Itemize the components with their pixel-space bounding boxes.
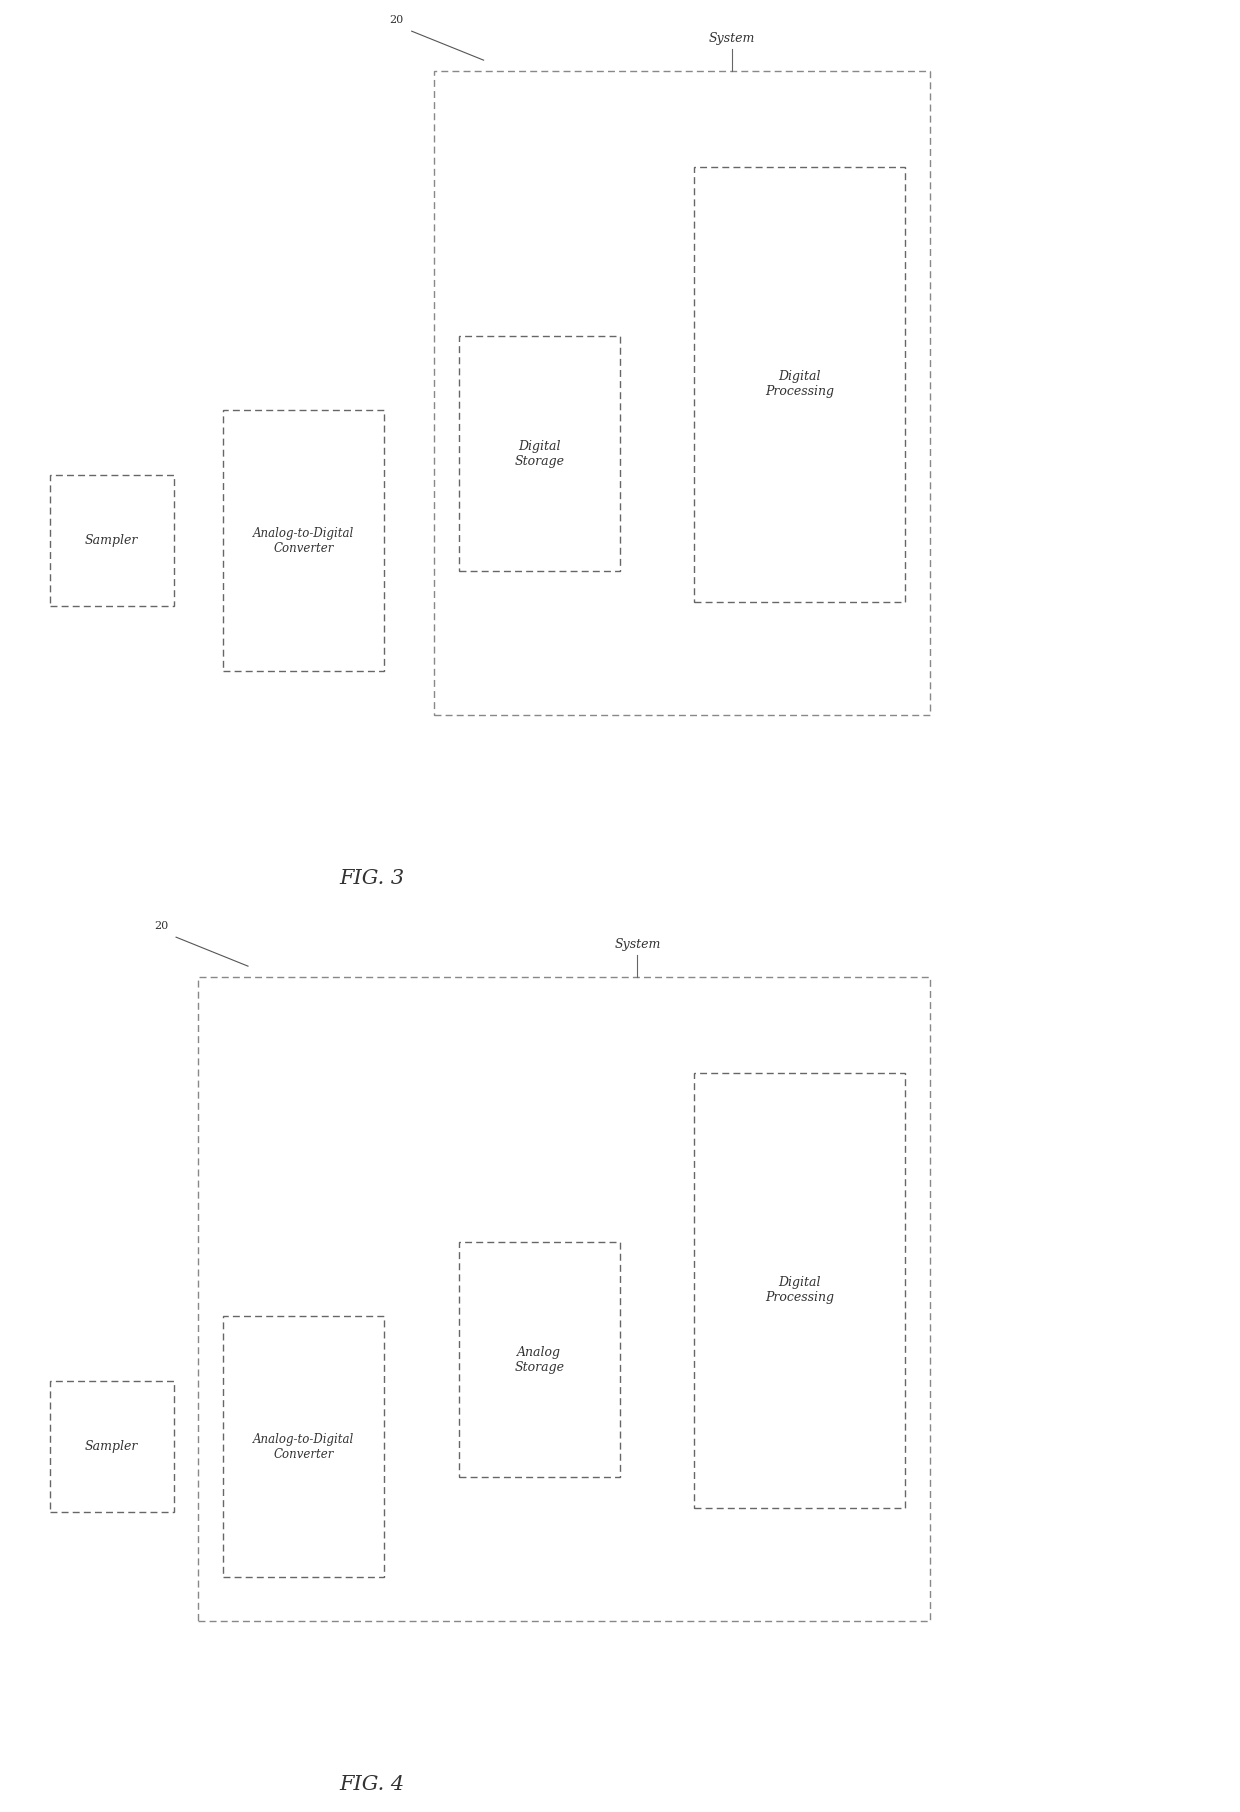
Text: FIG. 4: FIG. 4	[340, 1776, 404, 1794]
Text: 20: 20	[154, 920, 169, 931]
Text: Digital
Processing: Digital Processing	[765, 370, 835, 399]
Text: System: System	[708, 33, 755, 45]
Bar	[198, 977, 930, 1620]
Text: Digital
Processing: Digital Processing	[765, 1276, 835, 1305]
Text: Sampler: Sampler	[84, 535, 139, 547]
Text: Sampler: Sampler	[84, 1441, 139, 1453]
Bar	[50, 1381, 174, 1511]
Bar	[459, 337, 620, 571]
Text: Digital
Storage: Digital Storage	[515, 440, 564, 467]
Bar	[459, 1243, 620, 1477]
Text: System: System	[614, 939, 661, 951]
Text: Analog-to-Digital
Converter: Analog-to-Digital Converter	[253, 1433, 355, 1460]
Text: Analog-to-Digital
Converter: Analog-to-Digital Converter	[253, 527, 355, 554]
Bar	[223, 410, 384, 670]
Text: Analog
Storage: Analog Storage	[515, 1346, 564, 1373]
Bar	[223, 1316, 384, 1576]
Bar	[694, 167, 905, 602]
Bar	[50, 475, 174, 605]
Text: FIG. 3: FIG. 3	[340, 870, 404, 888]
Bar	[434, 71, 930, 714]
Bar	[694, 1073, 905, 1508]
Text: 20: 20	[389, 14, 404, 25]
